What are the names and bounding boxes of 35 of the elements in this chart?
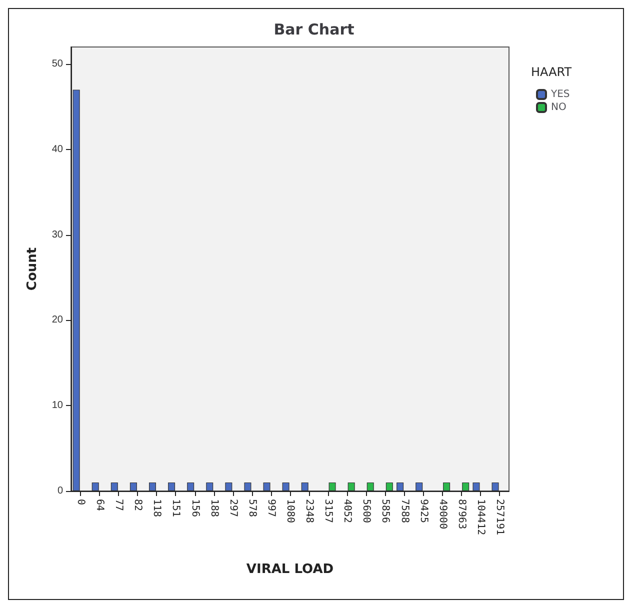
y-axis-title: Count — [25, 247, 40, 291]
x-tick-label: 0 — [75, 499, 86, 506]
y-tick-label: 10 — [52, 400, 64, 412]
y-tick-label: 30 — [52, 229, 64, 240]
x-tick-label: 9425 — [418, 499, 429, 524]
x-tick-label: 188 — [208, 499, 220, 518]
x-tick-label: 7588 — [398, 499, 410, 524]
x-tick-label: 156 — [189, 499, 200, 518]
legend-label: NO — [551, 102, 566, 113]
x-tick-label: 1080 — [284, 499, 296, 524]
x-tick-label: 4052 — [342, 499, 353, 524]
x-tick-label: 578 — [246, 499, 258, 518]
x-tick-label: 297 — [227, 499, 238, 518]
legend-label: YES — [550, 89, 570, 100]
y-tick-label: 20 — [52, 314, 64, 326]
x-axis-title: VIRAL LOAD — [246, 562, 334, 577]
x-tick-label: 257191 — [494, 499, 505, 536]
x-tick-label: 82 — [132, 499, 144, 512]
x-tick-label: 3157 — [322, 499, 334, 524]
x-tick-label: 64 — [94, 499, 106, 512]
x-tick-label: 5856 — [380, 499, 391, 524]
x-tick-label: 77 — [113, 499, 124, 512]
y-tick-label: 0 — [57, 486, 64, 496]
x-tick-label: 87963 — [456, 499, 467, 530]
legend-title: HAART — [531, 65, 572, 79]
x-tick-label: 5600 — [360, 499, 372, 524]
x-tick-label: 49000 — [436, 499, 448, 530]
y-tick-label: 40 — [52, 144, 64, 155]
x-tick-label: 118 — [151, 499, 162, 518]
x-tick-label: 104412 — [474, 499, 486, 536]
x-tick-label: 151 — [170, 499, 182, 518]
x-tick-label: 2348 — [304, 499, 315, 524]
y-tick-label: 50 — [52, 58, 64, 70]
chart-title: Bar Chart — [274, 20, 354, 38]
x-tick-label: 997 — [265, 499, 276, 518]
